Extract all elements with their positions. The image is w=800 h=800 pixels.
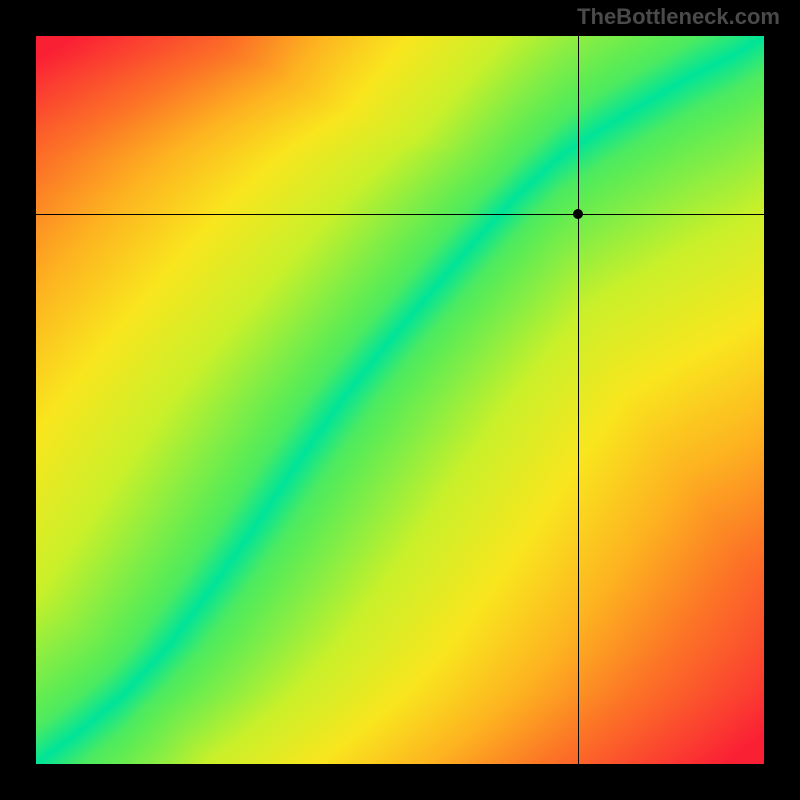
selection-marker [573,209,583,219]
bottleneck-heatmap [36,36,764,764]
watermark-text: TheBottleneck.com [577,4,780,30]
heatmap-canvas [36,36,764,764]
crosshair-horizontal [36,214,764,215]
crosshair-vertical [578,36,579,764]
